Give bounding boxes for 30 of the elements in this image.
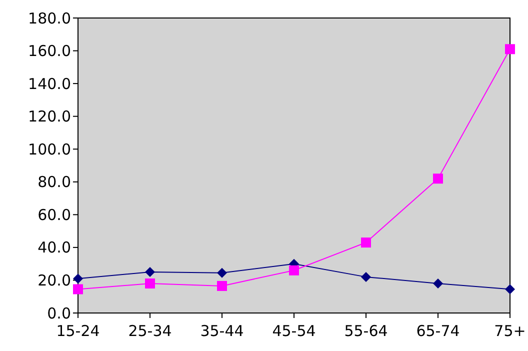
point [217,268,227,278]
y-tick-label: 40.0 [38,238,71,257]
y-tick-label: 20.0 [38,271,71,290]
y-tick-label: 100.0 [28,140,71,158]
point [361,272,371,282]
point [217,280,227,291]
y-tick-label: 140.0 [28,74,71,93]
x-tick-label: 15-24 [56,322,100,340]
x-tick-label: 55-64 [344,322,388,340]
point [289,265,299,276]
y-tick-label: 180.0 [28,9,71,28]
x-tick-label: 45-54 [272,322,316,340]
y-tick-label: 160.0 [28,42,71,60]
x-tick-label: 75+ [494,322,526,340]
x-tick-label: 25-34 [128,322,172,340]
point [433,278,443,288]
point [73,284,83,294]
y-tick-label: 60.0 [38,206,71,224]
y-tick-label: 0.0 [47,304,71,322]
point [505,44,515,54]
x-tick-label: 65-74 [416,322,460,340]
y-tick-label: 80.0 [38,173,71,192]
point [73,274,83,284]
point [433,174,443,184]
point [145,267,155,278]
point [145,278,155,288]
y-tick-label: 120.0 [28,108,71,126]
point [361,238,371,248]
point [505,284,515,294]
x-tick-label: 35-44 [200,322,244,340]
